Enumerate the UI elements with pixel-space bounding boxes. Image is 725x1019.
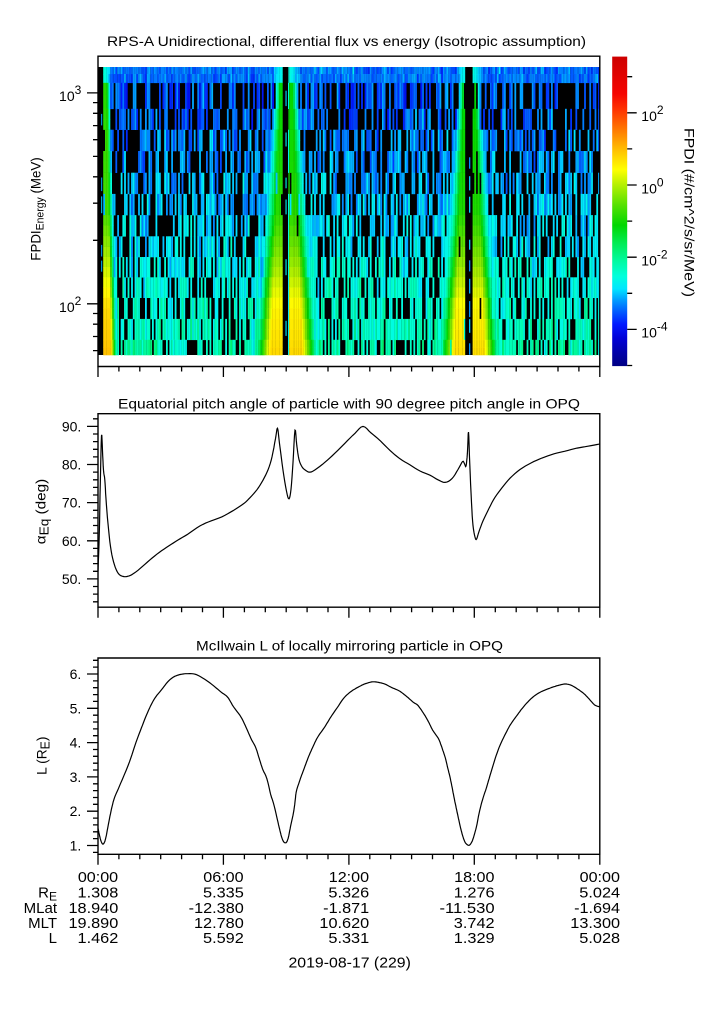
svg-text:12.780: 12.780	[194, 915, 244, 932]
svg-text:αEq (deg): αEq (deg)	[33, 479, 52, 545]
svg-text:4.: 4.	[70, 735, 82, 751]
svg-text:5.335: 5.335	[203, 885, 244, 902]
svg-text:McIlwain L of locally mirrorin: McIlwain L of locally mirroring particle…	[196, 639, 503, 654]
svg-text:00:00: 00:00	[580, 869, 620, 886]
svg-text:3.: 3.	[70, 769, 82, 785]
svg-text:FPDIEnergy (MeV): FPDIEnergy (MeV)	[28, 157, 47, 260]
svg-text:MLat: MLat	[24, 900, 58, 917]
svg-text:1.: 1.	[70, 838, 82, 854]
svg-text:60.: 60.	[62, 533, 81, 549]
svg-text:13.300: 13.300	[570, 915, 620, 932]
svg-text:5.: 5.	[70, 700, 82, 716]
svg-text:5.592: 5.592	[203, 930, 244, 947]
svg-text:L: L	[49, 930, 57, 947]
svg-text:1.329: 1.329	[454, 930, 495, 947]
svg-text:-1.871: -1.871	[323, 900, 369, 917]
svg-text:-1.694: -1.694	[574, 900, 620, 917]
svg-text:L (RE): L (RE)	[34, 737, 53, 775]
svg-text:5.028: 5.028	[579, 930, 620, 947]
svg-text:2.: 2.	[70, 803, 82, 819]
svg-text:90.: 90.	[62, 418, 81, 434]
svg-text:3.742: 3.742	[454, 915, 495, 932]
svg-text:10.620: 10.620	[319, 915, 369, 932]
svg-text:6.: 6.	[70, 666, 82, 682]
svg-text:1.276: 1.276	[454, 885, 495, 902]
svg-text:2019-08-17 (229): 2019-08-17 (229)	[289, 955, 411, 972]
svg-text:12:00: 12:00	[329, 869, 369, 886]
svg-text:18.940: 18.940	[69, 900, 119, 917]
svg-text:1.308: 1.308	[78, 885, 119, 902]
svg-text:1.462: 1.462	[78, 930, 119, 947]
svg-text:RPS-A Unidirectional, differen: RPS-A Unidirectional, differential flux …	[107, 34, 586, 49]
svg-text:5.331: 5.331	[328, 930, 369, 947]
svg-text:18:00: 18:00	[454, 869, 494, 886]
svg-text:-12.380: -12.380	[189, 900, 244, 917]
svg-text:5.326: 5.326	[328, 885, 369, 902]
svg-text:80.: 80.	[62, 457, 81, 473]
svg-text:50.: 50.	[62, 571, 81, 587]
svg-text:Equatorial pitch angle of part: Equatorial pitch angle of particle with …	[118, 397, 580, 412]
svg-text:5.024: 5.024	[579, 885, 620, 902]
svg-text:MLT: MLT	[28, 915, 57, 932]
svg-text:19.890: 19.890	[69, 915, 119, 932]
svg-text:RE: RE	[38, 885, 57, 904]
svg-text:FPDI (#/cm^2/s/sr/MeV): FPDI (#/cm^2/s/sr/MeV)	[682, 128, 698, 297]
svg-text:06:00: 06:00	[203, 869, 243, 886]
svg-text:70.: 70.	[62, 495, 81, 511]
svg-text:00:00: 00:00	[78, 869, 118, 886]
svg-text:-11.530: -11.530	[440, 900, 495, 917]
